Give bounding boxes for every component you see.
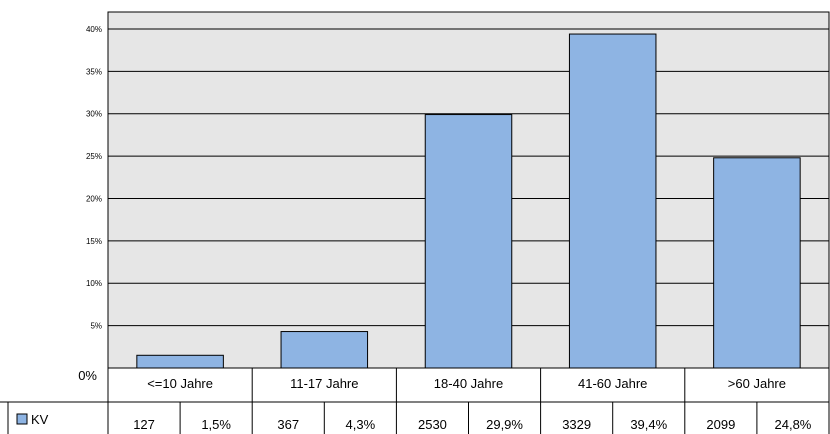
category-label: <=10 Jahre bbox=[147, 376, 213, 391]
bar bbox=[713, 157, 801, 369]
percent-label: 39,4% bbox=[630, 417, 667, 432]
y-tick-label: 5% bbox=[90, 322, 102, 331]
count-label: 2530 bbox=[418, 417, 447, 432]
y-tick-label: 30% bbox=[86, 110, 102, 119]
y-tick-label: 40% bbox=[86, 25, 102, 34]
percent-label: 29,9% bbox=[486, 417, 523, 432]
bars bbox=[136, 33, 801, 369]
count-label: 367 bbox=[277, 417, 299, 432]
y-tick-label: 35% bbox=[86, 67, 102, 76]
y-tick-label: 0% bbox=[78, 368, 97, 383]
count-label: 3329 bbox=[562, 417, 591, 432]
y-tick-label: 10% bbox=[86, 279, 102, 288]
y-axis: 0% 5% 10% 15% 20% 25% 30% 35% 40% bbox=[78, 25, 102, 383]
data-table: <=10 Jahre 11-17 Jahre 18-40 Jahre 41-60 Ja… bbox=[0, 367, 830, 434]
legend-swatch bbox=[16, 413, 28, 425]
y-tick-label: 25% bbox=[86, 152, 102, 161]
percent-label: 24,8% bbox=[775, 417, 812, 432]
legend-label: KV bbox=[31, 412, 49, 427]
count-label: 2099 bbox=[706, 417, 735, 432]
y-tick-label: 20% bbox=[86, 194, 102, 203]
percent-label: 4,3% bbox=[346, 417, 376, 432]
category-label: >60 Jahre bbox=[728, 376, 786, 391]
bar bbox=[136, 354, 224, 369]
y-tick-label: 15% bbox=[86, 237, 102, 246]
bar bbox=[568, 33, 657, 369]
category-label: 11-17 Jahre bbox=[290, 376, 358, 391]
category-label: 18-40 Jahre bbox=[434, 376, 503, 391]
bar bbox=[424, 114, 513, 369]
bar bbox=[280, 331, 369, 369]
percent-label: 1,5% bbox=[201, 417, 231, 432]
category-label: 41-60 Jahre bbox=[578, 376, 647, 391]
count-label: 127 bbox=[133, 417, 155, 432]
